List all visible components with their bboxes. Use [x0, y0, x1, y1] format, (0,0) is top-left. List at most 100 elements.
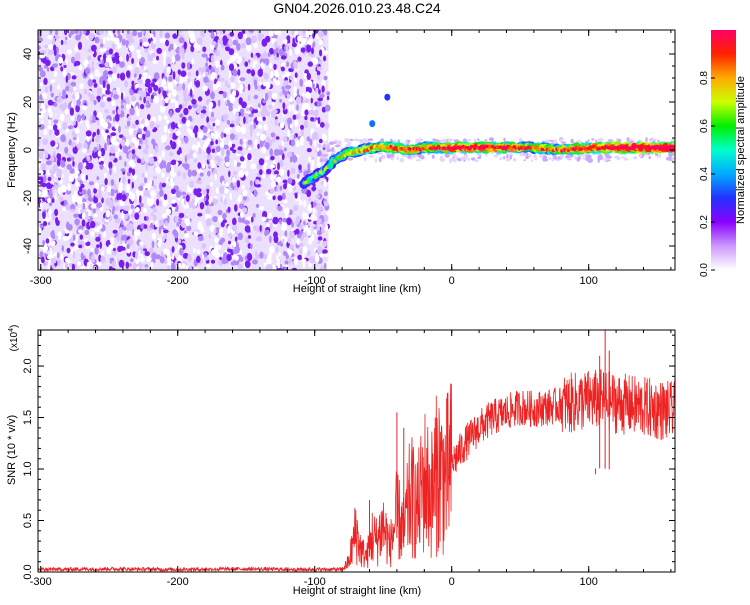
- spectrogram-noise-cell: [234, 187, 239, 192]
- spectrogram-noise-cell: [268, 30, 274, 37]
- spectrogram-noise-cell: [107, 30, 112, 37]
- spectrogram-noise-cell: [286, 61, 289, 68]
- spectrogram-noise-cell: [184, 98, 188, 107]
- spectrogram-noise-cell: [129, 52, 132, 59]
- spectrogram-noise-cell: [228, 63, 235, 71]
- spectrogram-noise-cell: [192, 247, 196, 254]
- spectrogram-noise-cell: [257, 143, 260, 150]
- spectrogram-y-tick-label: 20: [22, 96, 34, 108]
- spectrogram-noise-cell: [111, 100, 116, 106]
- spectrogram-noise-cell: [146, 227, 152, 232]
- spectrogram-noise-cell: [99, 38, 103, 45]
- spectrogram-ridge-inner-cell: [321, 170, 326, 174]
- spectrogram-noise-cell: [246, 45, 252, 52]
- spectrogram-noise-cell: [104, 221, 109, 225]
- spectrogram-noise-cell: [289, 156, 293, 163]
- spectrogram-noise-cell: [70, 56, 76, 64]
- spectrogram-noise-cell: [243, 116, 246, 124]
- spectrogram-halo-cell: [525, 155, 529, 160]
- spectrogram-noise-cell: [274, 41, 278, 49]
- spectrogram-noise-cell: [96, 112, 103, 119]
- spectrogram-noise-cell: [204, 71, 209, 77]
- spectrogram-noise-cell: [156, 198, 160, 206]
- spectrogram-noise-cell: [136, 229, 141, 236]
- spectrogram-noise-cell: [319, 49, 323, 57]
- spectrogram-noise-cell: [39, 94, 43, 102]
- spectrogram-noise-cell: [166, 90, 169, 95]
- spectrogram-noise-cell: [312, 57, 319, 65]
- spectrogram-noise-cell: [119, 72, 126, 81]
- spectrogram-noise-cell: [266, 136, 270, 143]
- spectrogram-noise-cell: [264, 229, 268, 237]
- spectrogram-noise-cell: [129, 107, 135, 116]
- spectrogram-noise-cell: [151, 252, 157, 261]
- spectrogram-noise-cell: [38, 123, 45, 130]
- spectrogram-noise-cell: [143, 245, 147, 249]
- spectrogram-noise-cell: [273, 109, 278, 114]
- spectrogram-noise-cell: [252, 61, 256, 68]
- spectrogram-noise-cell: [97, 96, 101, 103]
- spectrogram-noise-cell: [268, 104, 273, 109]
- spectrogram-ridge: [299, 141, 675, 189]
- spectrogram-noise-cell: [169, 109, 173, 118]
- spectrogram-noise-cell: [237, 69, 241, 76]
- spectrogram-noise-cell: [261, 61, 264, 70]
- spectrogram-noise-cell: [308, 87, 312, 94]
- spectrogram-halo-cell: [439, 159, 443, 162]
- spectrogram-noise-cell: [127, 99, 130, 105]
- colorbar-tick-label: 0.2: [699, 215, 710, 229]
- spectrogram-noise-cell: [70, 242, 75, 247]
- spectrogram-noise-cell: [317, 97, 324, 102]
- spectrogram-noise-cell: [213, 228, 217, 235]
- spectrogram-noise-cell: [232, 149, 237, 154]
- spectrogram-halo-cell: [353, 138, 359, 142]
- spectrogram-noise-cell: [250, 69, 256, 77]
- spectrogram-noise-cell: [178, 37, 185, 44]
- spectrogram-noise-cell: [53, 63, 58, 68]
- spectrogram-noise-cell: [49, 30, 53, 34]
- spectrogram-noise-cell: [169, 139, 173, 146]
- spectrogram-noise-cell: [288, 244, 294, 251]
- spectrogram-noise-cell: [308, 197, 312, 202]
- spectrogram-y-tick-label: -40: [22, 238, 34, 254]
- snr-multiplier: (x104): [8, 325, 20, 352]
- spectrogram-noise-cell: [73, 174, 79, 180]
- spectrogram-noise-cell: [250, 243, 253, 250]
- spectrogram-noise-cell: [248, 30, 253, 33]
- spectrogram-noise-cell: [112, 30, 116, 34]
- spectrogram-noise-cell: [300, 135, 305, 144]
- spectrogram-noise-cell: [210, 116, 216, 122]
- spectrogram-noise-cell: [189, 89, 193, 97]
- spectrogram-noise-cell: [283, 183, 287, 190]
- spectrogram-noise-cell: [93, 146, 98, 152]
- spectrogram-noise-cell: [91, 44, 97, 52]
- spectrogram-noise-cell: [54, 35, 60, 40]
- spectrogram-noise-cell: [256, 225, 259, 233]
- spectrogram-noise-cell: [326, 211, 330, 216]
- spectrogram-noise-cell: [279, 218, 282, 225]
- spectrogram-noise-cell: [283, 147, 287, 152]
- spectrogram-noise-cell: [48, 111, 53, 119]
- spectrogram-halo-cell: [565, 155, 570, 159]
- spectrogram-halo-cell: [334, 144, 341, 148]
- spectrogram-noise-cell: [316, 101, 322, 107]
- spectrogram-noise-cell: [39, 70, 46, 78]
- spectrogram-noise-cell: [257, 68, 263, 77]
- spectrogram-noise-cell: [53, 70, 58, 78]
- spectrogram-noise-cell: [276, 267, 282, 270]
- spectrogram-noise-cell: [294, 257, 298, 266]
- spectrogram-noise-cell: [128, 128, 134, 136]
- spectrogram-y-tick-label: -20: [22, 190, 34, 206]
- spectrogram-halo-cell: [534, 156, 538, 161]
- spectrogram-noise-cell: [309, 256, 315, 264]
- spectrogram-noise-cell: [209, 84, 214, 93]
- spectrogram-noise-cell: [240, 211, 244, 219]
- spectrogram-noise-cell: [124, 212, 128, 220]
- spectrogram-noise-cell: [288, 104, 292, 112]
- spectrogram-noise-cell: [83, 30, 87, 35]
- spectrogram-noise-cell: [218, 240, 224, 245]
- spectrogram-noise-cell: [86, 155, 90, 162]
- spectrogram-noise-cell: [261, 174, 267, 179]
- spectrogram-noise-cell: [131, 181, 134, 189]
- spectrogram-noise-cell: [281, 152, 285, 161]
